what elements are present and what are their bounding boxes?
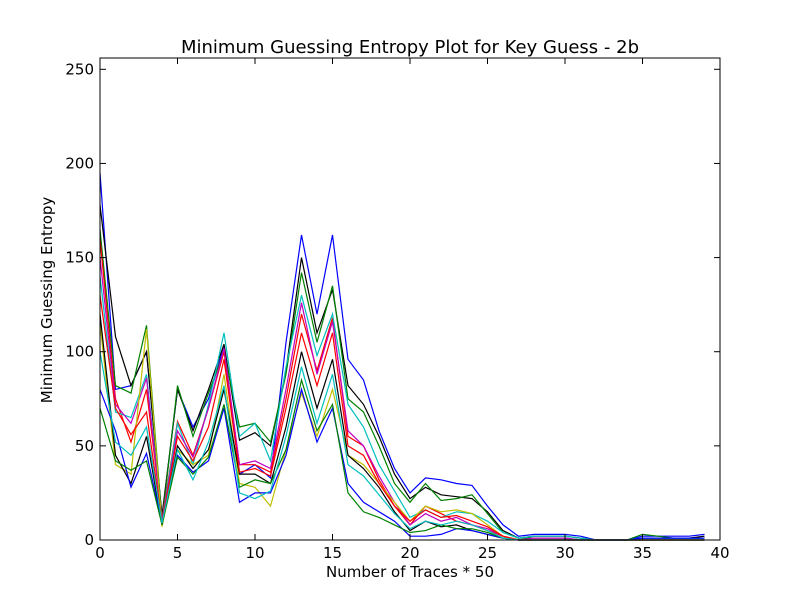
x-tick-label: 15 [323,544,342,562]
x-tick-label: 5 [173,544,183,562]
x-tick-label: 10 [245,544,264,562]
chart-title: Minimum Guessing Entropy Plot for Key Gu… [181,37,639,58]
y-tick-label: 50 [75,437,94,455]
x-tick-label: 40 [710,544,729,562]
y-axis-ticks: 0 50 100 150 200 250 [65,60,720,549]
y-tick-label: 150 [65,249,94,267]
y-tick-label: 100 [65,343,94,361]
x-tick-label: 25 [478,544,497,562]
x-axis-label: Number of Traces * 50 [326,563,494,581]
y-tick-label: 0 [84,531,94,549]
x-tick-label: 20 [400,544,419,562]
x-tick-label: 0 [95,544,105,562]
x-tick-label: 30 [555,544,574,562]
y-tick-label: 200 [65,154,94,172]
x-tick-label: 35 [633,544,652,562]
y-tick-label: 250 [65,60,94,78]
y-axis-label: Minimum Guessing Entropy [38,197,56,404]
x-axis-ticks: 0 5 10 15 20 25 30 35 40 [95,58,730,562]
